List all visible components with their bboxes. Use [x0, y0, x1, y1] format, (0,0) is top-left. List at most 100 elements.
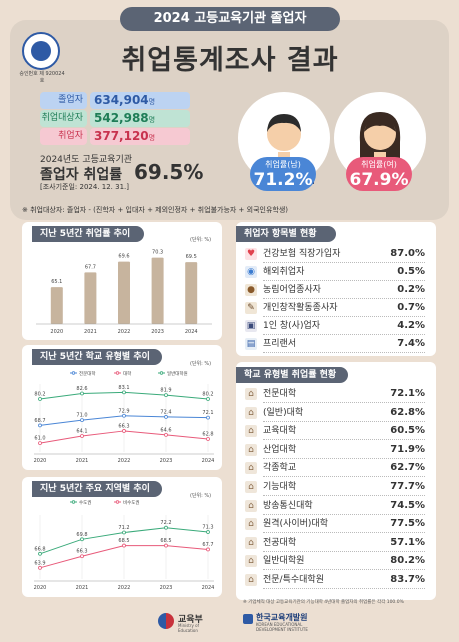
trend-x-tick: 2021: [84, 329, 97, 335]
sector-value: 7.4%: [397, 338, 425, 349]
male-rate-value: 71.2%: [253, 170, 313, 190]
target-label: 취업대상자: [40, 110, 87, 127]
page-title: 취업통계조사 결과: [121, 45, 339, 76]
school-point-label: 68.7: [34, 418, 45, 424]
school-point-label: 64.6: [160, 427, 171, 433]
sector-name: 해외취업자: [263, 267, 305, 277]
graduates-label: 졸업자: [40, 92, 87, 109]
region-point-label: 68.5: [160, 538, 171, 544]
school-building-icon: ⌂: [245, 425, 257, 438]
school-type-value: 83.7%: [390, 574, 425, 585]
trend-bar-label: 70.3: [152, 250, 163, 256]
region-title: 지난 5년간 주요 지역별 추이: [32, 481, 162, 497]
region-legend-marker: [71, 500, 76, 504]
region-point: [122, 543, 126, 548]
divider: [263, 550, 425, 552]
trend-unit: (단위: %): [190, 237, 212, 243]
school-point: [164, 415, 168, 419]
region-point-label: 66.3: [76, 549, 87, 555]
school-point: [164, 393, 168, 398]
sector-item: ✎ 개인창작활동종사자 0.7%: [245, 300, 425, 317]
region-x-tick: 2020: [34, 585, 47, 591]
trend-bar: [151, 257, 164, 324]
school-building-icon: ⌂: [245, 518, 257, 531]
trend-bar: [118, 261, 130, 324]
female-rate-badge: 취업률(여) 67.9%: [346, 157, 412, 191]
school-building-icon: ⌂: [245, 462, 257, 475]
sector-value: 87.0%: [390, 248, 425, 259]
school-panel: [22, 345, 222, 470]
region-x-tick: 2023: [160, 585, 173, 591]
school-point: [164, 432, 168, 437]
school-type-name: 전공대학: [263, 537, 297, 548]
school-building-icon: ⌂: [245, 388, 257, 400]
school-point-label: 62.8: [202, 431, 213, 437]
school-type-value: 71.9%: [390, 443, 425, 455]
school-type-item: ⌂ 일반대학원 80.2%: [245, 553, 425, 571]
trend-bar-label: 67.7: [85, 264, 96, 270]
target-value: 542,988명: [90, 110, 190, 127]
school-type-item: ⌂ 전공대학 57.1%: [245, 535, 425, 552]
region-point: [206, 547, 210, 552]
employed-row: 취업자 377,120명: [40, 128, 200, 145]
banner: 2024 고등교육기관 졸업자: [120, 7, 340, 31]
divider: [263, 569, 425, 571]
school-building-icon: ⌂: [245, 574, 257, 586]
sector-name: 1인 창(사)업자: [263, 321, 321, 331]
region-point-label: 67.7: [202, 542, 213, 548]
divider: [263, 588, 425, 589]
school-point-label: 80.2: [202, 392, 213, 398]
region-point: [206, 530, 210, 534]
trend-bar-label: 69.6: [118, 254, 129, 260]
school-point-label: 80.2: [34, 392, 45, 398]
region-point-label: 72.2: [160, 520, 171, 526]
region-point: [164, 543, 168, 548]
school-legend-label: 전문대학: [79, 370, 96, 377]
school-type-item: ⌂ 각종학교 62.7%: [245, 460, 425, 478]
trend-bar-label: 69.5: [186, 254, 197, 260]
rate-label: 졸업자 취업률: [40, 167, 123, 183]
region-point: [80, 554, 84, 559]
kedi-emblem-icon: [243, 614, 253, 624]
school-type-list: ⌂ 전문대학 72.1% ⌂ (일반)대학 62.8% ⌂ 교육대학 60.5% ⌂ 산업대학 71.…: [245, 386, 425, 596]
trend-x-tick: 2023: [151, 329, 164, 335]
school-type-line-chart: 전문대학 대학 일반대학원 68.7 71.0 72.9 72.4 72.1 61.0 64.1 6…: [34, 370, 215, 464]
divider: [263, 352, 425, 353]
trend-bar: [84, 272, 97, 324]
region-point: [80, 537, 84, 542]
school-building-icon: ⌂: [245, 443, 257, 456]
region-point-label: 68.5: [118, 538, 129, 544]
statistics-seal-icon: [22, 32, 60, 70]
kedi-logo: 한국교육개발원 KOREAN EDUCATIONAL DEVELOPMENT I…: [243, 612, 323, 632]
sector-title: 취업자 항목별 현황: [236, 226, 336, 242]
divider: [263, 513, 425, 515]
divider: [263, 316, 425, 317]
divider: [263, 298, 425, 299]
region-unit: (단위: %): [190, 493, 212, 499]
school-point: [206, 415, 210, 420]
school-type-item: ⌂ 기능대학 77.7%: [245, 479, 425, 496]
school-building-icon: ⌂: [245, 406, 257, 419]
region-x-tick: 2024: [202, 585, 215, 591]
school-type-value: 62.7%: [390, 462, 425, 474]
divider: [263, 420, 425, 422]
school-building-icon: ⌂: [245, 536, 257, 549]
divider: [263, 495, 425, 496]
sector-item: ♥ 건강보험 직장가입자 87.0%: [245, 246, 425, 263]
region-line-chart: 수도권 비수도권 66.8 69.8 71.2 72.2 71.3 63.9 66.3 68.5 6…: [34, 499, 215, 591]
trend-x-tick: 2022: [118, 329, 131, 335]
trend-x-tick: 2024: [185, 329, 198, 335]
school-x-tick: 2024: [202, 458, 215, 464]
school-point-label: 72.4: [160, 409, 171, 415]
divider: [263, 262, 425, 263]
trend-bar: [50, 287, 63, 324]
school-building-icon: ⌂: [245, 555, 257, 568]
school-type-item: ⌂ (일반)대학 62.8%: [245, 405, 425, 422]
school-type-item: ⌂ 산업대학 71.9%: [245, 442, 425, 459]
school-type-value: 74.5%: [390, 499, 425, 511]
divider: [263, 476, 425, 478]
region-point: [38, 551, 42, 556]
school-type-name: 전문대학: [263, 389, 297, 399]
sector-list: ♥ 건강보험 직장가입자 87.0% ◉ 해외취업자 0.5% ● 농림어업종사자 0.2% ✎ 개…: [245, 246, 425, 354]
divider: [263, 439, 425, 441]
